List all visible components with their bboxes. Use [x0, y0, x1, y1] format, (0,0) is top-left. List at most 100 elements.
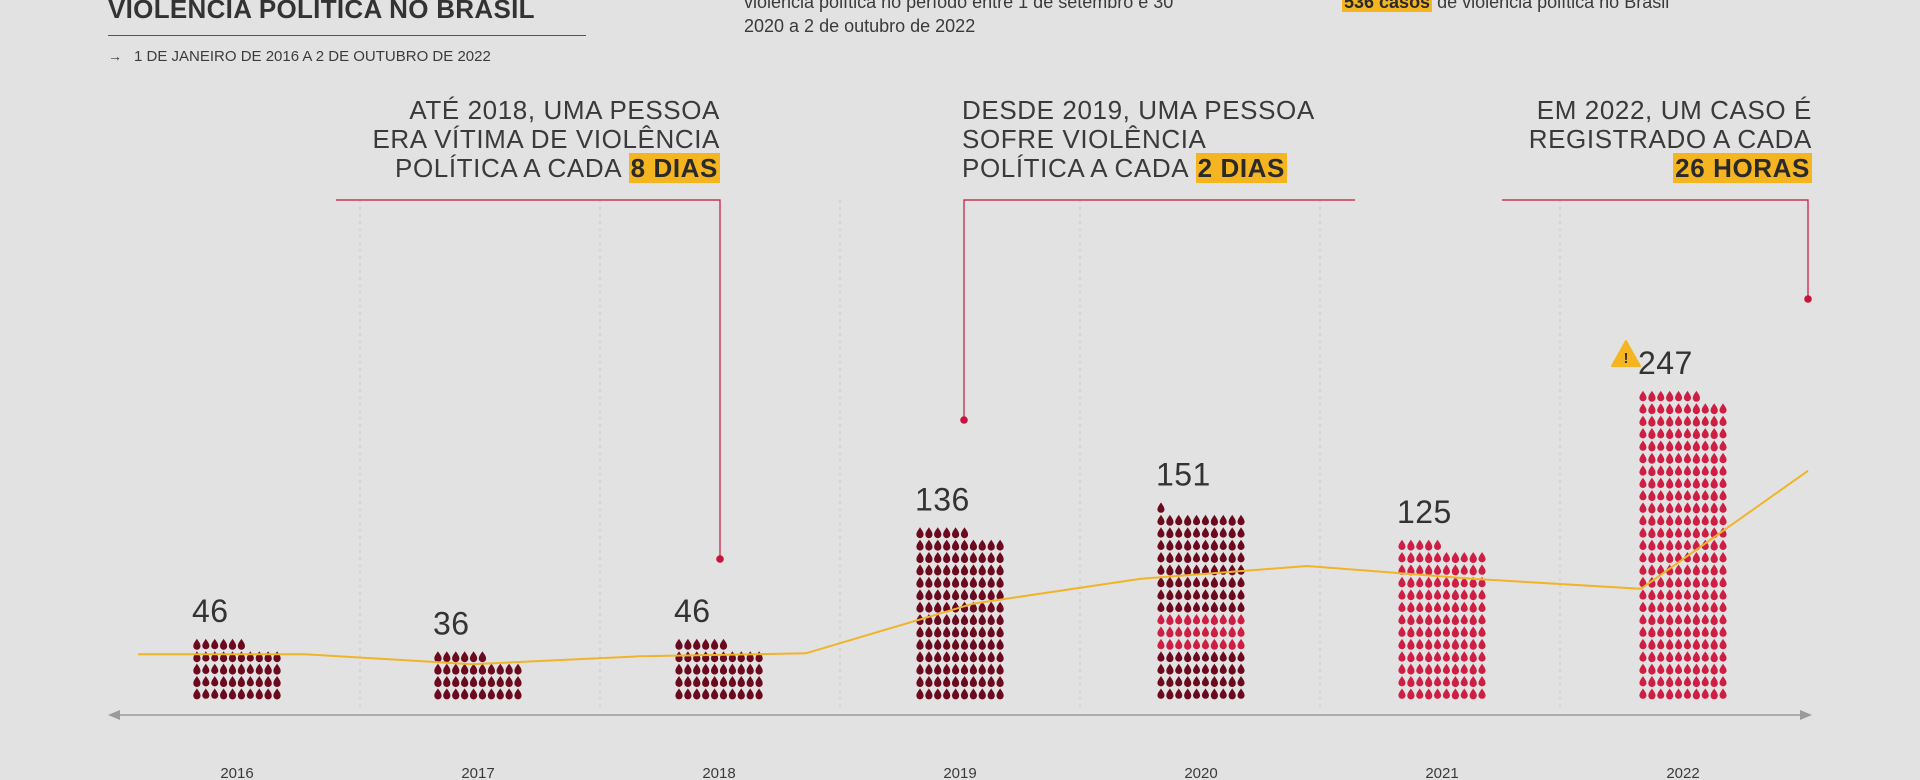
blood-drop-icon [952, 638, 960, 650]
blood-drop-icon [1184, 527, 1192, 539]
blood-drop-icon [461, 688, 469, 700]
blood-drop-icon [1701, 552, 1709, 563]
blood-drop-icon [1175, 626, 1183, 637]
blood-drop-icon [960, 651, 969, 663]
blood-drop-icon [237, 638, 245, 650]
blood-drop-icon [1657, 477, 1665, 489]
blood-drop-icon [1648, 502, 1656, 514]
blood-drop-icon [1201, 576, 1209, 588]
blood-drop-icon [1434, 663, 1442, 675]
blood-drop-icon [1398, 688, 1406, 699]
annotation-connector [336, 199, 721, 558]
blood-drop-icon [1175, 552, 1183, 563]
blood-drop-icon [1666, 651, 1674, 663]
blood-drop-icon [1666, 390, 1674, 402]
blood-drop-icon [1175, 614, 1183, 625]
blood-drop-icon [452, 688, 460, 700]
blood-drop-icon [1407, 614, 1415, 626]
x-tick-label: 2022 [1666, 765, 1699, 780]
blood-drop-icon [1228, 626, 1236, 638]
blood-drop-icon [496, 663, 504, 675]
blood-drop-icon [1639, 514, 1647, 526]
blood-drop-icon [1398, 638, 1406, 650]
blood-drop-icon [943, 564, 951, 576]
blood-drop-icon [1719, 589, 1727, 600]
blood-drop-icon [1710, 614, 1718, 625]
blood-drop-icon [1639, 490, 1647, 501]
blood-drop-icon [1425, 626, 1433, 638]
annotation-dot [716, 555, 724, 563]
blood-drop-icon [1692, 601, 1700, 613]
blood-drop-icon [1710, 626, 1718, 638]
blood-drop-icon [1425, 552, 1433, 563]
blood-drop-icon [1184, 688, 1192, 700]
blood-drop-icon [1210, 601, 1218, 613]
blood-drop-icon [916, 626, 924, 638]
blood-drop-icon [925, 638, 933, 650]
blood-drop-icon [1701, 638, 1709, 650]
blood-drop-icon [1675, 651, 1683, 662]
blood-drop-icon [1201, 539, 1209, 551]
blood-drop-icon [1675, 614, 1683, 625]
blood-drop-icon [1478, 589, 1486, 600]
blood-drop-icon [1219, 676, 1227, 687]
blood-drop-icon [987, 651, 995, 663]
blood-drop-icon [719, 676, 728, 687]
blood-drop-icon [1675, 589, 1683, 600]
annotation-highlight: 2 DIAS [1195, 153, 1287, 183]
blood-drop-icon [1228, 514, 1236, 526]
blood-drop-icon [1228, 601, 1236, 613]
blood-drop-icon [702, 638, 710, 650]
blood-drop-icon [469, 663, 478, 675]
blood-drop-icon [969, 539, 977, 551]
blood-drop-icon [987, 589, 995, 601]
blood-drop-icon [693, 638, 701, 650]
blood-drop-icon [684, 638, 692, 650]
blood-drop-icon [1166, 626, 1174, 638]
blood-drop-icon [1710, 676, 1718, 688]
blood-drop-icon [1648, 452, 1656, 464]
blood-drop-icon [1692, 428, 1700, 439]
blood-drop-icon [925, 663, 933, 675]
blood-drop-icon [1175, 663, 1183, 675]
blood-drop-icon [934, 676, 942, 688]
blood-drop-icon [978, 552, 986, 564]
blood-drop-icon [996, 663, 1004, 675]
annotation-line: EM 2022, UM CASO É [1536, 95, 1812, 125]
blood-drop-icon [469, 651, 478, 663]
blood-drop-icon [1692, 477, 1700, 489]
blood-drop-icon [934, 638, 942, 650]
blood-drop-icon [1719, 452, 1727, 464]
blood-drop-icon [1469, 688, 1477, 700]
blood-drop-icon [1701, 415, 1709, 427]
blood-drop-icon [755, 676, 763, 687]
blood-drop-icon [1657, 651, 1665, 662]
blood-drop-icon [255, 651, 263, 663]
blood-drop-icon [943, 638, 951, 650]
blood-drop-icon [1648, 688, 1656, 700]
blood-drop-icon [1201, 651, 1209, 662]
blood-drop-icon [996, 638, 1004, 650]
annotation-highlight: 8 DIAS [628, 153, 720, 183]
blood-drop-icon [237, 688, 245, 700]
blood-drop-icon [952, 576, 960, 588]
blood-drop-icon [1157, 638, 1165, 650]
blood-drop-icon [684, 676, 692, 687]
blood-drop-icon [1683, 440, 1691, 451]
blood-drop-icon [1469, 626, 1477, 638]
blood-drop-icon [1719, 514, 1727, 526]
blood-drop-icon [1692, 663, 1700, 675]
blood-drop-icon [987, 638, 995, 650]
annotation-line: POLÍTICA A CADA [395, 153, 629, 183]
blood-drop-icon [1157, 651, 1165, 662]
axis-arrow-left-icon [108, 710, 120, 720]
blood-drop-icon [1648, 477, 1656, 489]
blood-drop-icon [1210, 688, 1218, 700]
blood-drop-icon [916, 688, 924, 700]
blood-drop-icon [1157, 502, 1165, 513]
intro-line: 2020 a 2 de outubro de 2022 [744, 16, 976, 36]
blood-drop-icon [1683, 676, 1691, 687]
blood-drop-icon [1675, 477, 1683, 489]
blood-drop-icon [1166, 601, 1174, 613]
blood-drop-icon [1228, 527, 1236, 539]
